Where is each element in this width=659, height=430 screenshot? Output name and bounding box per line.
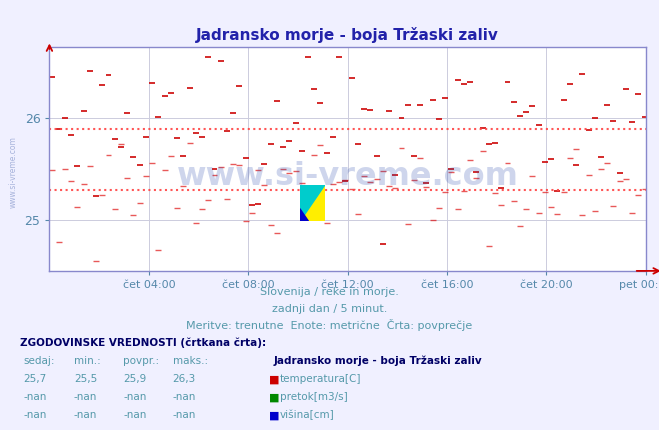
- Polygon shape: [300, 185, 325, 221]
- Text: 25,5: 25,5: [74, 374, 97, 384]
- Text: -nan: -nan: [23, 410, 46, 421]
- Text: ■: ■: [269, 374, 279, 384]
- Text: 25,9: 25,9: [123, 374, 146, 384]
- Text: -nan: -nan: [173, 410, 196, 421]
- Text: višina[cm]: višina[cm]: [280, 410, 335, 421]
- Text: -nan: -nan: [74, 392, 97, 402]
- Text: -nan: -nan: [123, 392, 146, 402]
- Polygon shape: [300, 185, 325, 221]
- Text: povpr.:: povpr.:: [123, 356, 159, 366]
- Text: -nan: -nan: [173, 392, 196, 402]
- Title: Jadransko morje - boja Tržaski zaliv: Jadransko morje - boja Tržaski zaliv: [196, 28, 499, 43]
- Text: maks.:: maks.:: [173, 356, 208, 366]
- Text: Slovenija / reke in morje.: Slovenija / reke in morje.: [260, 286, 399, 297]
- Text: 26,3: 26,3: [173, 374, 196, 384]
- Text: -nan: -nan: [23, 392, 46, 402]
- Text: -nan: -nan: [123, 410, 146, 421]
- Text: ■: ■: [269, 392, 279, 402]
- Polygon shape: [300, 209, 308, 221]
- Text: zadnji dan / 5 minut.: zadnji dan / 5 minut.: [272, 304, 387, 314]
- Text: min.:: min.:: [74, 356, 101, 366]
- Text: www.si-vreme.com: www.si-vreme.com: [9, 136, 18, 208]
- Text: ■: ■: [269, 410, 279, 421]
- Text: Meritve: trenutne  Enote: metrične  Črta: povprečje: Meritve: trenutne Enote: metrične Črta: …: [186, 319, 473, 331]
- Text: Jadransko morje - boja Tržaski zaliv: Jadransko morje - boja Tržaski zaliv: [273, 356, 482, 366]
- Text: pretok[m3/s]: pretok[m3/s]: [280, 392, 348, 402]
- Text: -nan: -nan: [74, 410, 97, 421]
- Text: ZGODOVINSKE VREDNOSTI (črtkana črta):: ZGODOVINSKE VREDNOSTI (črtkana črta):: [20, 338, 266, 348]
- Text: sedaj:: sedaj:: [23, 356, 55, 366]
- Text: 25,7: 25,7: [23, 374, 46, 384]
- Text: temperatura[C]: temperatura[C]: [280, 374, 362, 384]
- Text: www.si-vreme.com: www.si-vreme.com: [177, 162, 519, 193]
